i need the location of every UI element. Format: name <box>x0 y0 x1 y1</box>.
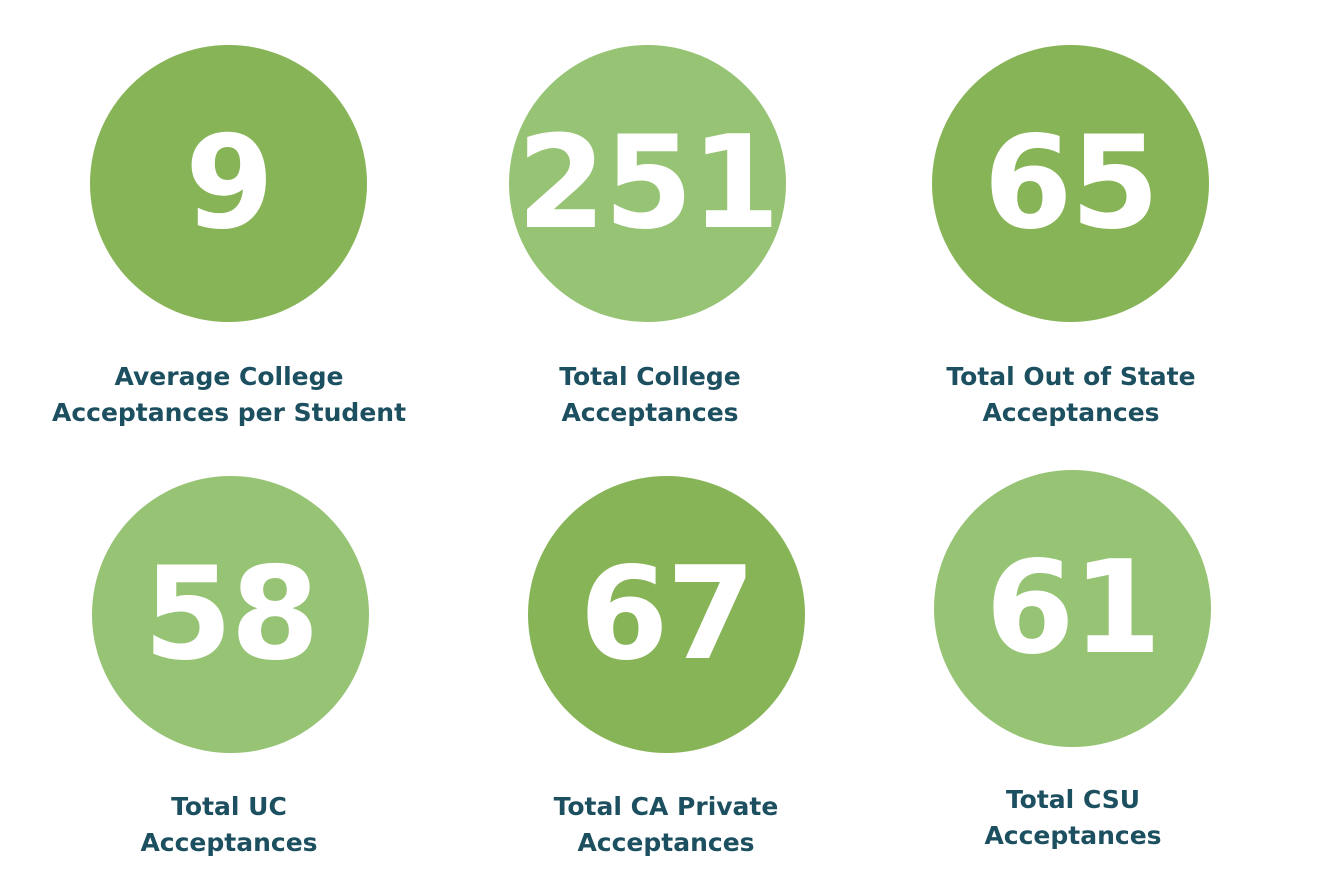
stat-label-uc: Total UC Acceptances <box>40 789 418 861</box>
stat-label-total-college: Total College Acceptances <box>470 359 830 431</box>
stat-label-ca-private: Total CA Private Acceptances <box>486 789 846 861</box>
stat-label-line: Total Out of State <box>946 362 1196 391</box>
stat-label-line: Total CSU <box>1005 785 1141 814</box>
stat-label-line: Acceptances <box>561 398 739 427</box>
stat-circle-csu: 61 <box>934 470 1211 747</box>
stat-label-line: Acceptances per Student <box>51 398 407 427</box>
stat-circle-average-acceptances: 9 <box>90 45 367 322</box>
stat-label-line: Acceptances <box>140 828 318 857</box>
stat-value: 65 <box>983 108 1159 258</box>
stat-label-line: Acceptances <box>577 828 755 857</box>
stat-label-line: Average College <box>114 362 344 391</box>
stat-circle-out-of-state: 65 <box>932 45 1209 322</box>
stat-label-line: Total College <box>559 362 741 391</box>
stat-value: 58 <box>143 539 319 689</box>
stat-circle-ca-private: 67 <box>528 476 805 753</box>
stat-label-csu: Total CSU Acceptances <box>892 782 1254 854</box>
stat-label-out-of-state: Total Out of State Acceptances <box>890 359 1252 431</box>
stat-value: 251 <box>516 108 780 258</box>
stat-value: 9 <box>184 108 274 258</box>
stat-label-average-acceptances: Average College Acceptances per Student <box>40 359 418 431</box>
stat-value: 67 <box>579 539 755 689</box>
stat-label-line: Total UC <box>171 792 287 821</box>
stat-label-line: Acceptances <box>984 821 1162 850</box>
stat-label-line: Total CA Private <box>553 792 779 821</box>
stat-label-line: Acceptances <box>982 398 1160 427</box>
stat-value: 61 <box>985 533 1161 683</box>
stat-circle-uc: 58 <box>92 476 369 753</box>
stat-circle-total-college: 251 <box>509 45 786 322</box>
